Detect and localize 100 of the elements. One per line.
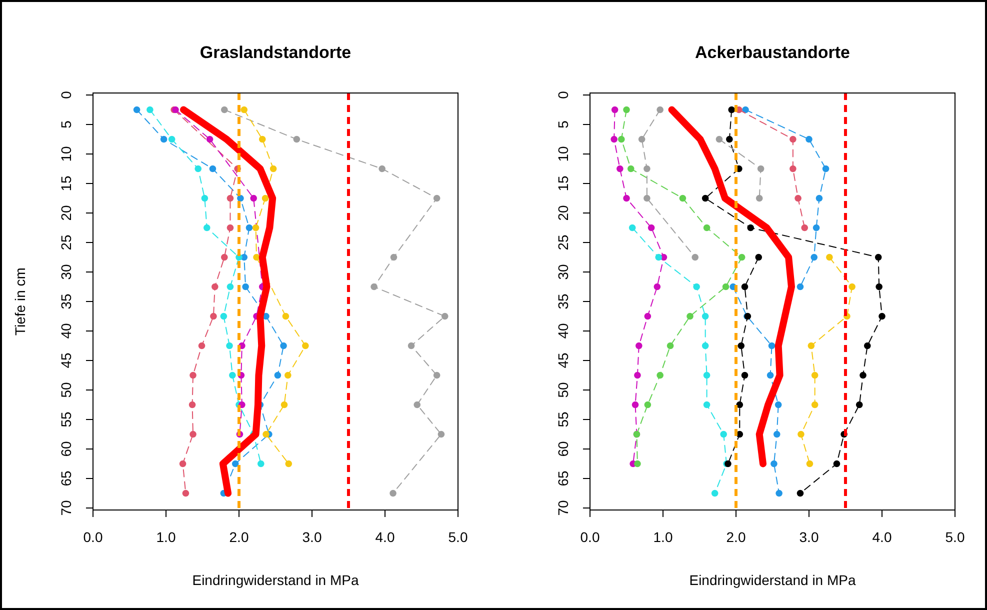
y-tick-label: 55 <box>555 412 571 428</box>
point <box>433 372 440 379</box>
point <box>860 372 866 379</box>
point <box>390 254 398 261</box>
point <box>168 136 176 143</box>
point <box>206 136 214 143</box>
point <box>226 283 234 290</box>
y-tick-label: 65 <box>58 470 74 486</box>
y-tick-label: 15 <box>555 176 571 192</box>
point <box>284 372 292 379</box>
point <box>656 106 664 114</box>
point <box>826 254 833 261</box>
point <box>210 312 217 320</box>
point <box>203 224 210 232</box>
point <box>190 372 196 379</box>
y-tick-label: 40 <box>58 323 74 339</box>
point <box>812 224 820 232</box>
point <box>755 254 762 261</box>
point <box>212 283 218 290</box>
y-tick-label: 65 <box>555 470 571 486</box>
point <box>414 401 421 408</box>
point <box>408 342 415 350</box>
point <box>293 136 300 143</box>
point <box>790 165 796 172</box>
point <box>738 254 746 261</box>
y-tick-label: 50 <box>58 382 74 398</box>
y-tick-label: 35 <box>58 294 74 310</box>
point <box>816 194 823 202</box>
point <box>433 194 440 202</box>
y-tick-label: 70 <box>58 500 74 516</box>
chart-title: Ackerbaustandorte <box>695 43 850 62</box>
x-tick-label: 1.0 <box>156 529 176 545</box>
point <box>378 165 386 172</box>
point <box>679 194 686 202</box>
point <box>610 136 618 143</box>
point <box>756 194 763 202</box>
y-tick-label: 55 <box>58 412 74 428</box>
y-tick-label: 10 <box>58 146 74 162</box>
point <box>703 224 710 232</box>
point <box>632 401 639 408</box>
y-tick-label: 30 <box>555 264 571 280</box>
point <box>370 283 378 290</box>
point <box>711 490 718 497</box>
point <box>796 283 804 290</box>
x-tick-label: 4.0 <box>872 529 892 545</box>
point <box>738 342 745 350</box>
point <box>194 165 202 172</box>
point <box>616 165 624 172</box>
point <box>794 194 802 202</box>
point <box>768 342 776 350</box>
point <box>848 283 856 290</box>
y-tick-label: 0 <box>58 90 74 99</box>
point <box>270 165 277 172</box>
point <box>262 194 269 202</box>
y-tick-label: 20 <box>58 205 74 221</box>
y-axis-title: Tiefe in cm <box>12 268 28 336</box>
y-tick-label: 15 <box>58 176 74 192</box>
point <box>240 106 248 114</box>
point <box>773 430 780 438</box>
point <box>302 342 309 350</box>
point <box>702 342 709 350</box>
point <box>274 372 282 379</box>
point <box>766 372 774 379</box>
x-tick-label: 0.0 <box>580 529 600 545</box>
y-tick-label: 30 <box>58 264 74 280</box>
point <box>242 283 249 290</box>
y-tick-label: 40 <box>555 323 571 339</box>
point <box>634 460 641 468</box>
point <box>747 224 754 232</box>
point <box>628 224 636 232</box>
point <box>878 312 886 320</box>
point <box>806 136 812 143</box>
point <box>226 194 234 202</box>
y-tick-label: 45 <box>555 352 571 368</box>
x-axis-title: Eindringwiderstand in MPa <box>689 572 856 588</box>
point <box>644 401 652 408</box>
point <box>742 106 749 114</box>
point <box>686 312 694 320</box>
point <box>636 342 642 350</box>
point <box>644 312 652 320</box>
point <box>776 490 782 497</box>
point <box>623 194 630 202</box>
point <box>623 106 630 114</box>
point <box>692 254 699 261</box>
y-tick-label: 50 <box>555 382 571 398</box>
point <box>188 401 196 408</box>
x-tick-label: 5.0 <box>945 529 965 545</box>
point <box>160 136 168 143</box>
point <box>774 401 782 408</box>
point <box>810 254 818 261</box>
y-tick-label: 20 <box>555 205 571 221</box>
point <box>876 283 882 290</box>
y-tick-label: 60 <box>58 441 74 457</box>
point <box>741 283 748 290</box>
point <box>627 165 634 172</box>
point <box>229 372 236 379</box>
point <box>246 224 253 232</box>
y-tick-label: 60 <box>555 441 571 457</box>
y-tick-label: 70 <box>555 500 571 516</box>
point <box>221 106 228 114</box>
